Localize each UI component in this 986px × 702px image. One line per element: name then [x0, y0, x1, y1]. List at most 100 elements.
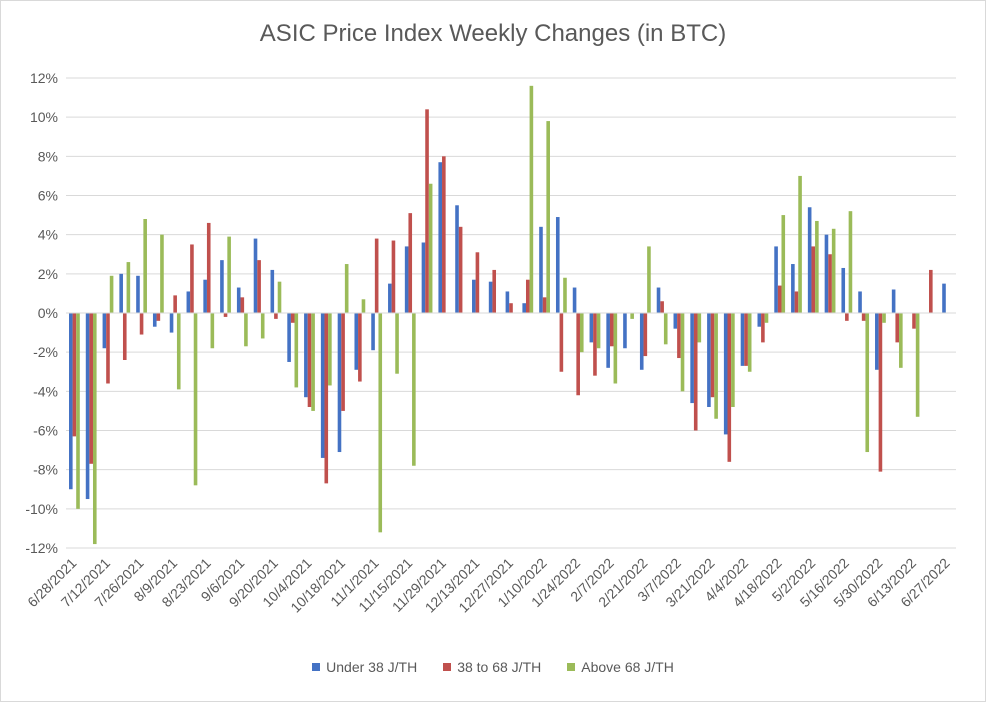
bar — [757, 313, 762, 327]
bar — [579, 313, 584, 353]
bar — [529, 85, 534, 313]
legend-item: Under 38 J/TH — [312, 659, 417, 675]
bar — [929, 269, 933, 313]
bar — [290, 313, 295, 323]
bar — [505, 291, 510, 313]
bar — [472, 279, 476, 313]
bar — [807, 207, 812, 313]
y-tick-label: 4% — [38, 227, 58, 243]
bar — [589, 313, 594, 343]
bar — [341, 313, 345, 411]
axes: 12%10%8%6%4%2%0%-2%-4%-6%-8%-10%-12%6/28… — [24, 70, 956, 616]
bar — [328, 313, 332, 386]
bar — [475, 252, 480, 313]
bar — [942, 283, 946, 314]
bar — [136, 275, 140, 313]
bar — [287, 313, 291, 362]
bar — [831, 228, 836, 313]
bar — [525, 279, 530, 313]
bar — [173, 295, 177, 314]
bar — [458, 226, 463, 313]
bar — [643, 313, 648, 357]
bar — [260, 313, 265, 339]
bar — [122, 313, 127, 360]
bar — [912, 313, 916, 329]
bar — [307, 313, 312, 407]
bar — [442, 156, 446, 313]
bar — [555, 217, 560, 313]
gridlines — [66, 77, 956, 549]
bar — [613, 313, 618, 384]
y-tick-label: 6% — [38, 188, 58, 204]
bar — [421, 242, 426, 313]
y-tick-label: -4% — [33, 383, 58, 399]
bar — [693, 313, 698, 431]
bar — [707, 313, 711, 407]
bar — [404, 246, 409, 313]
y-tick-label: -12% — [25, 540, 58, 556]
bar — [190, 244, 194, 313]
legend-swatch — [567, 663, 576, 671]
bar — [596, 313, 601, 349]
bar — [815, 220, 819, 313]
bar — [882, 313, 886, 323]
bar — [697, 313, 702, 343]
legend-item: 38 to 68 J/TH — [443, 659, 541, 675]
legend: Under 38 J/TH 38 to 68 J/TH Above 68 J/TH — [0, 659, 986, 675]
bar — [76, 313, 80, 509]
bar — [106, 313, 110, 384]
bar — [210, 313, 215, 349]
bar — [639, 313, 644, 370]
bar — [841, 267, 846, 313]
y-tick-label: -6% — [33, 423, 58, 439]
bar — [747, 313, 752, 372]
bar — [744, 313, 748, 366]
bar — [102, 313, 107, 349]
y-tick-label: 2% — [38, 266, 58, 282]
bar — [354, 313, 359, 370]
bar — [539, 226, 543, 313]
bar — [777, 285, 782, 313]
bar — [270, 269, 275, 313]
bar — [875, 313, 879, 370]
bar — [740, 313, 745, 366]
bar — [848, 211, 853, 313]
bar — [358, 313, 362, 382]
bar — [337, 313, 342, 453]
bar — [89, 313, 93, 464]
bar — [152, 313, 157, 327]
legend-label: Above 68 J/TH — [581, 659, 674, 675]
bar — [774, 246, 778, 313]
bars — [69, 85, 946, 545]
bar — [727, 313, 732, 462]
bar — [395, 313, 399, 374]
bar — [344, 264, 349, 313]
bar — [572, 287, 577, 313]
bar — [761, 313, 765, 343]
bar — [811, 246, 816, 313]
bar — [630, 313, 634, 319]
bar — [492, 269, 497, 313]
bar — [828, 254, 832, 313]
bar — [186, 291, 191, 313]
bar — [388, 283, 392, 314]
y-tick-label: 12% — [30, 70, 58, 86]
bar — [764, 313, 769, 323]
bar — [408, 213, 413, 313]
bar — [606, 313, 610, 368]
bar — [865, 313, 870, 453]
bar — [899, 313, 903, 368]
bar — [69, 313, 73, 490]
bar — [680, 313, 685, 392]
bar — [143, 219, 147, 313]
bar — [438, 162, 443, 313]
bar — [119, 273, 123, 313]
bar — [412, 313, 416, 466]
y-tick-label: -8% — [33, 462, 58, 478]
bar — [781, 215, 786, 313]
legend-swatch — [443, 663, 452, 671]
bar — [878, 313, 883, 472]
bar — [257, 260, 261, 314]
bar — [509, 303, 513, 313]
bar — [425, 109, 429, 313]
